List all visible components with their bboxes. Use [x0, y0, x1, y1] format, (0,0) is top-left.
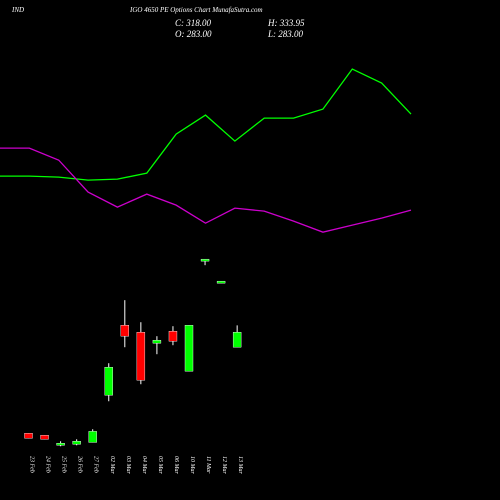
chart-subtitle: IGO 4650 PE Options Chart MunafaSutra.co…: [129, 6, 263, 14]
indicator-line: [0, 147, 412, 233]
x-tick-label: 03 Mar: [125, 456, 131, 474]
candle-body: [200, 258, 210, 262]
candle-body: [136, 332, 146, 381]
candle-body: [152, 340, 162, 344]
candle-body: [40, 435, 49, 440]
x-tick-label: 05 Mar: [157, 456, 163, 474]
candle-body: [24, 433, 33, 439]
candle-body: [72, 441, 81, 445]
ohlc-open: O: 283.00: [175, 29, 212, 39]
candle-body: [216, 280, 226, 284]
candle-body: [168, 331, 178, 342]
ohlc-close: C: 318.00: [175, 18, 212, 28]
candle-body: [232, 332, 242, 348]
candle-body: [56, 443, 65, 446]
candle-body: [184, 325, 194, 372]
x-tick-label: 27 Feb: [93, 456, 99, 473]
x-tick-label: 13 Mar: [237, 456, 243, 474]
candle-body: [88, 431, 97, 443]
x-tick-label: 11 Mar: [205, 456, 211, 474]
x-tick-label: 02 Mar: [109, 456, 115, 474]
x-tick-label: 24 Feb: [45, 456, 52, 473]
x-tick-label: 04 Mar: [141, 456, 148, 474]
x-tick-label: 12 Mar: [221, 456, 227, 474]
candle-body: [120, 325, 130, 337]
x-tick-label: 06 Mar: [173, 456, 179, 474]
x-tick-label: 26 Feb: [77, 456, 83, 473]
ohlc-low: L: 283.00: [267, 29, 304, 39]
indicator-line: [0, 68, 412, 181]
candle-body: [104, 367, 113, 396]
x-tick-label: 23 Feb: [29, 456, 35, 473]
chart-title: IND: [11, 6, 24, 14]
x-tick-label: 10 Mar: [189, 456, 195, 474]
ohlc-high: H: 333.95: [267, 18, 305, 28]
x-tick-label: 25 Feb: [61, 456, 67, 473]
